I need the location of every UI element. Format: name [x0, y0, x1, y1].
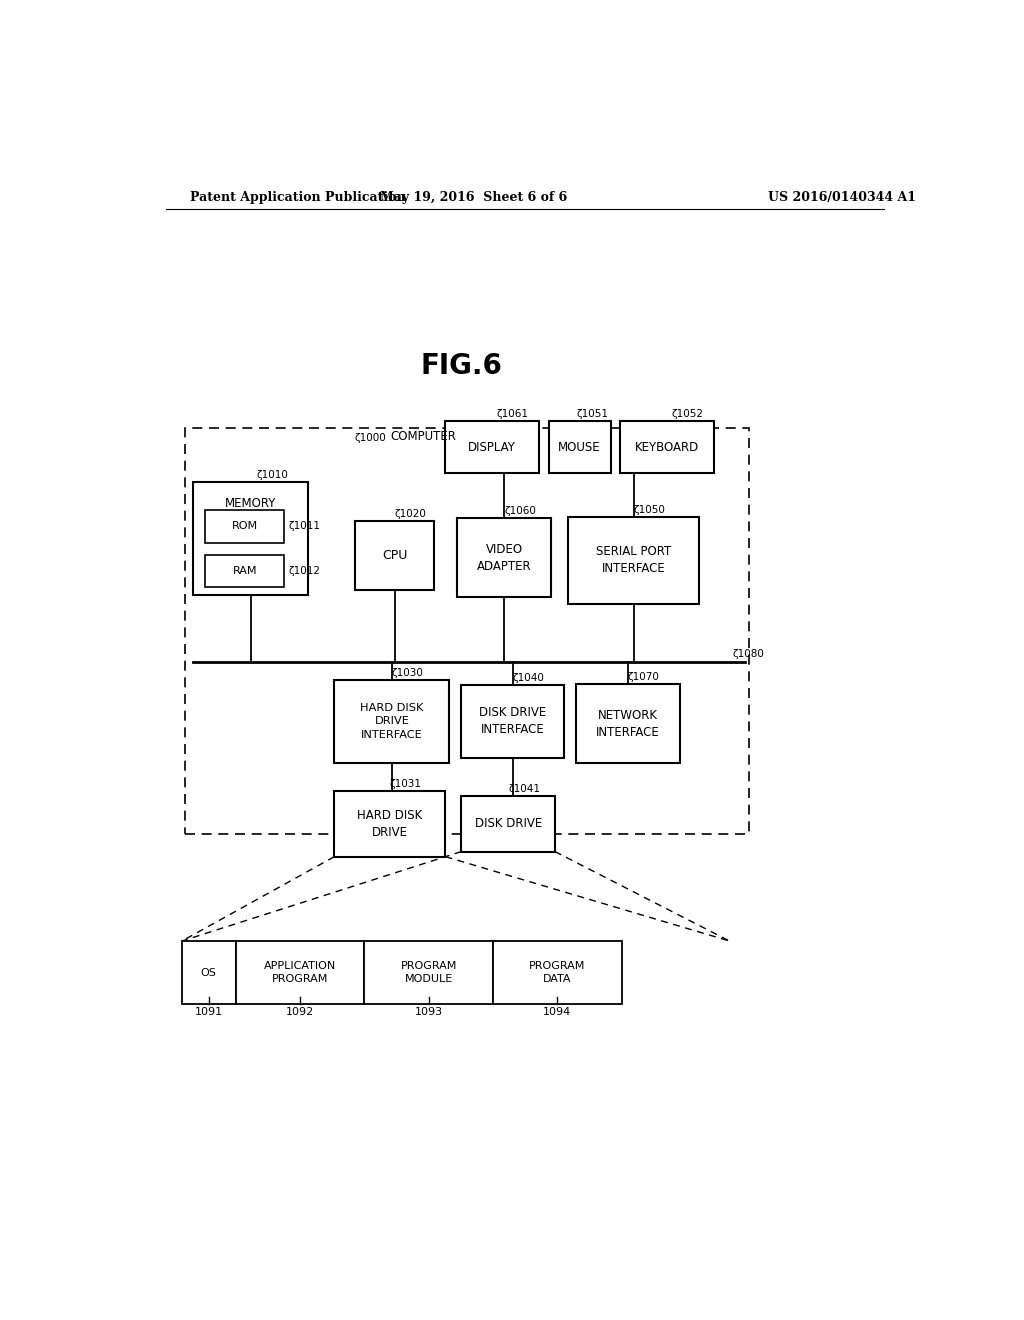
Bar	[205, 510, 285, 543]
Bar	[568, 517, 699, 603]
Text: ζ1000: ζ1000	[354, 433, 386, 444]
Text: ζ1010: ζ1010	[256, 470, 288, 479]
Text: MOUSE: MOUSE	[558, 441, 601, 454]
Text: ζ1011: ζ1011	[289, 521, 321, 532]
Text: 1094: 1094	[543, 1007, 571, 1018]
Text: CPU: CPU	[382, 549, 408, 562]
Text: ζ1041: ζ1041	[508, 784, 540, 793]
Bar	[182, 941, 236, 1005]
Text: DISK DRIVE: DISK DRIVE	[474, 817, 542, 830]
Bar	[334, 680, 450, 763]
Text: ζ1030: ζ1030	[392, 668, 424, 677]
Bar	[185, 428, 749, 834]
Text: ζ1040: ζ1040	[513, 673, 545, 682]
Text: DISPLAY: DISPLAY	[468, 441, 516, 454]
Bar	[355, 521, 434, 590]
Bar	[549, 421, 610, 474]
Text: FIG.6: FIG.6	[421, 351, 502, 380]
Bar	[236, 941, 365, 1005]
Bar	[445, 421, 539, 474]
Text: ζ1060: ζ1060	[504, 506, 536, 516]
Text: COMPUTER: COMPUTER	[390, 430, 456, 444]
Text: APPLICATION
PROGRAM: APPLICATION PROGRAM	[264, 961, 336, 985]
Text: ζ1052: ζ1052	[672, 409, 703, 418]
Text: NETWORK
INTERFACE: NETWORK INTERFACE	[596, 709, 659, 738]
Text: ζ1020: ζ1020	[394, 510, 427, 519]
Text: Patent Application Publication: Patent Application Publication	[189, 190, 406, 203]
Bar	[461, 796, 555, 851]
Text: SERIAL PORT
INTERFACE: SERIAL PORT INTERFACE	[596, 545, 672, 576]
Text: ζ1051: ζ1051	[577, 409, 608, 418]
Text: MEMORY: MEMORY	[225, 496, 276, 510]
Bar	[577, 684, 680, 763]
Text: ζ1031: ζ1031	[390, 779, 422, 788]
Bar	[365, 941, 493, 1005]
Bar	[205, 554, 285, 587]
Text: HARD DISK
DRIVE: HARD DISK DRIVE	[357, 809, 423, 838]
Text: VIDEO
ADAPTER: VIDEO ADAPTER	[477, 543, 531, 573]
Text: KEYBOARD: KEYBOARD	[635, 441, 699, 454]
Bar	[620, 421, 714, 474]
Bar	[461, 685, 564, 758]
Text: 1092: 1092	[286, 1007, 314, 1018]
Text: HARD DISK
DRIVE
INTERFACE: HARD DISK DRIVE INTERFACE	[360, 704, 424, 739]
Bar	[194, 482, 308, 595]
Text: ROM: ROM	[231, 521, 258, 532]
Text: 1093: 1093	[415, 1007, 442, 1018]
Bar	[458, 519, 551, 598]
Text: ζ1070: ζ1070	[628, 672, 659, 682]
Text: ζ1061: ζ1061	[497, 409, 529, 418]
Text: ζ1012: ζ1012	[289, 566, 321, 576]
Text: PROGRAM
MODULE: PROGRAM MODULE	[400, 961, 457, 985]
Text: DISK DRIVE
INTERFACE: DISK DRIVE INTERFACE	[479, 706, 547, 737]
Text: May 19, 2016  Sheet 6 of 6: May 19, 2016 Sheet 6 of 6	[380, 190, 567, 203]
Text: PROGRAM
DATA: PROGRAM DATA	[529, 961, 586, 985]
Bar	[334, 791, 445, 857]
Text: 1091: 1091	[195, 1007, 223, 1018]
Text: US 2016/0140344 A1: US 2016/0140344 A1	[768, 190, 916, 203]
Text: ζ1050: ζ1050	[634, 506, 666, 515]
Bar	[493, 941, 622, 1005]
Text: RAM: RAM	[232, 566, 257, 576]
Text: OS: OS	[201, 968, 217, 978]
Text: ζ1080: ζ1080	[733, 649, 765, 660]
